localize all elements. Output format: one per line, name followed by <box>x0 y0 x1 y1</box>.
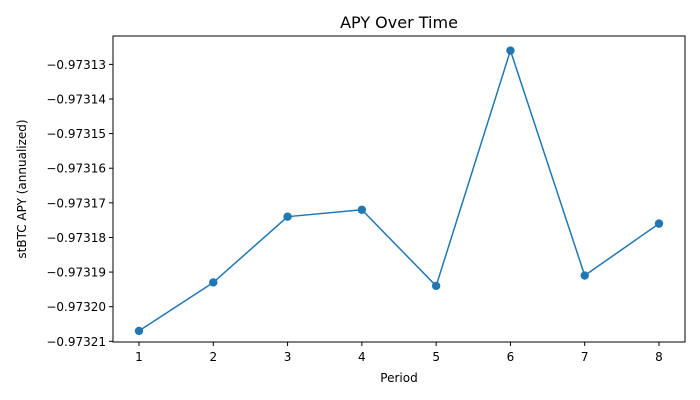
y-axis-ticks: −0.97321 −0.97320 −0.97319 −0.97318 −0.97317… <box>46 58 113 349</box>
series-line <box>138 49 660 332</box>
x-axis-ticks: 1 2 3 4 5 6 7 8 <box>135 342 663 364</box>
data-point <box>506 46 515 55</box>
y-tick-label: −0.97319 <box>46 266 106 280</box>
y-tick-label: −0.97321 <box>46 335 106 349</box>
y-tick-label: −0.97320 <box>46 300 106 314</box>
data-point <box>357 205 367 214</box>
x-tick-label: 3 <box>284 350 292 364</box>
y-tick-label: −0.97317 <box>46 196 106 210</box>
data-point <box>134 326 144 336</box>
data-point <box>580 271 589 280</box>
data-point <box>283 212 292 221</box>
y-tick-label: −0.97315 <box>46 127 106 141</box>
y-tick-label: −0.97314 <box>46 93 106 107</box>
y-tick-label: −0.97313 <box>46 58 106 72</box>
y-axis-label: stBTC APY (annualized) <box>15 119 29 258</box>
y-tick-label: −0.97316 <box>46 162 106 176</box>
plot-area-frame <box>112 35 686 343</box>
x-tick-label: 1 <box>135 350 143 364</box>
y-tick-label: −0.97318 <box>46 231 106 245</box>
x-axis-label: Period <box>380 371 417 385</box>
data-point <box>209 278 218 287</box>
x-tick-label: 5 <box>432 350 440 364</box>
data-point <box>431 281 441 291</box>
x-tick-label: 4 <box>358 350 366 364</box>
chart-title: APY Over Time <box>340 13 458 32</box>
data-point <box>654 219 664 228</box>
x-tick-label: 2 <box>209 350 217 364</box>
series-layer <box>134 46 664 336</box>
x-tick-label: 6 <box>507 350 515 364</box>
x-tick-label: 8 <box>655 350 663 364</box>
x-tick-label: 7 <box>581 350 589 364</box>
